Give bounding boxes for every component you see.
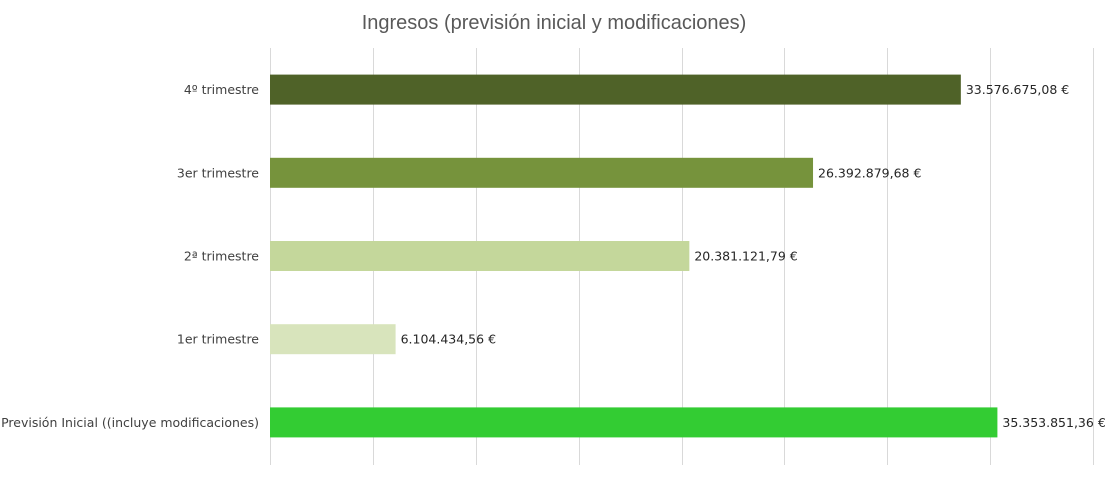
bar xyxy=(270,74,961,105)
data-label: 6.104.434,56 € xyxy=(401,332,496,347)
category-label: 2ª trimestre xyxy=(184,249,259,264)
data-label: 26.392.879,68 € xyxy=(818,165,921,180)
data-label: 20.381.121,79 € xyxy=(694,249,797,264)
category-labels: Previsión Inicial ((incluye modificacion… xyxy=(1,82,259,430)
data-labels: 35.353.851,36 € 6.104.434,56 € 20.381.121,… xyxy=(401,82,1106,430)
bar xyxy=(270,407,998,438)
category-label: 4º trimestre xyxy=(184,82,259,97)
chart-title: Ingresos (previsión inicial y modificaci… xyxy=(362,12,747,34)
category-label: 3er trimestre xyxy=(177,165,259,180)
data-label: 35.353.851,36 € xyxy=(1002,415,1105,430)
data-label: 33.576.675,08 € xyxy=(966,82,1069,97)
category-label: Previsión Inicial ((incluye modificacion… xyxy=(1,415,259,430)
bars xyxy=(270,74,998,438)
bar xyxy=(270,157,814,188)
category-label: 1er trimestre xyxy=(177,332,259,347)
bar xyxy=(270,324,396,355)
bar xyxy=(270,241,690,271)
